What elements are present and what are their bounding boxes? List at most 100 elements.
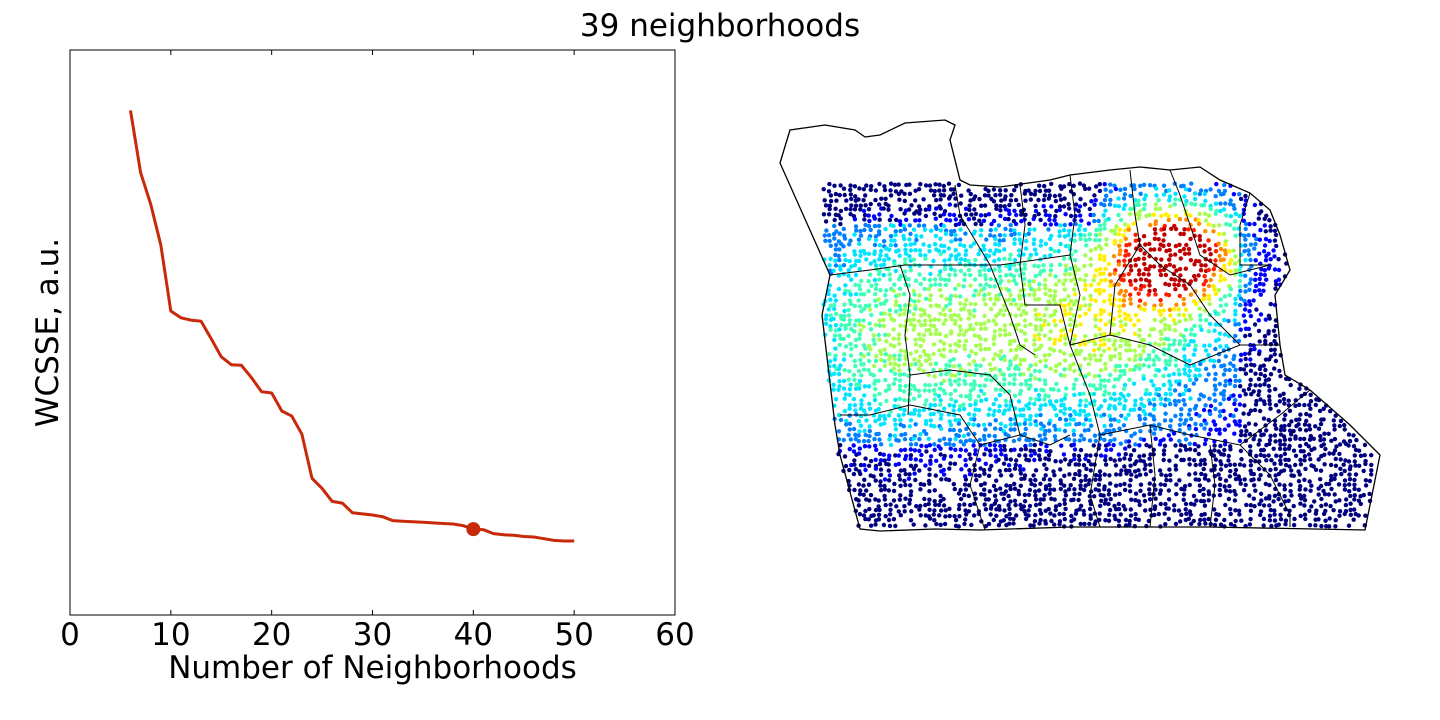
map-point <box>1233 407 1239 412</box>
map-point <box>958 301 963 306</box>
map-point <box>876 407 881 412</box>
map-point <box>942 312 948 318</box>
map-point <box>851 426 857 432</box>
map-point <box>1113 268 1118 273</box>
neighborhood-map <box>779 119 1381 532</box>
map-point <box>947 437 953 442</box>
map-point <box>1252 202 1258 208</box>
map-point <box>1228 511 1233 517</box>
map-point <box>1108 189 1113 194</box>
map-point <box>1252 346 1257 352</box>
map-point <box>987 442 993 448</box>
map-point <box>931 367 936 373</box>
map-point <box>1032 401 1037 407</box>
map-point <box>1082 233 1087 238</box>
map-point <box>1059 333 1064 339</box>
map-point <box>1256 351 1262 357</box>
map-point <box>1128 317 1133 322</box>
map-point <box>891 327 896 332</box>
map-point <box>906 283 911 288</box>
map-point <box>1053 309 1058 314</box>
map-point <box>883 388 889 393</box>
map-point <box>1123 289 1129 294</box>
map-point <box>952 228 957 234</box>
map-point <box>882 184 887 189</box>
map-point <box>1167 262 1172 267</box>
map-point <box>1103 187 1108 192</box>
map-point <box>953 342 958 347</box>
map-point <box>1073 202 1079 207</box>
map-point <box>1282 451 1288 457</box>
map-point <box>956 524 961 529</box>
map-point <box>1068 458 1073 464</box>
map-point <box>1266 417 1271 423</box>
map-point <box>1358 453 1364 458</box>
map-point <box>1052 293 1058 299</box>
map-point <box>931 323 937 329</box>
map-point <box>1222 277 1227 282</box>
map-point <box>1166 347 1171 352</box>
map-point <box>1188 213 1193 218</box>
map-point <box>919 452 924 458</box>
map-point <box>896 509 901 514</box>
map-point <box>1071 442 1077 447</box>
map-point <box>857 332 862 337</box>
map-point <box>1017 296 1022 301</box>
map-point <box>998 356 1004 361</box>
map-point <box>908 456 913 461</box>
map-point <box>1308 406 1313 411</box>
map-point <box>1117 363 1122 369</box>
map-point <box>1086 481 1091 487</box>
map-point <box>1081 463 1087 468</box>
map-point <box>1081 409 1087 414</box>
map-point <box>1167 362 1172 367</box>
map-point <box>1223 354 1228 359</box>
map-point <box>878 422 884 427</box>
map-point <box>1063 489 1068 494</box>
map-point <box>1116 196 1121 201</box>
map-point <box>1328 409 1333 414</box>
map-point <box>903 257 908 262</box>
map-point <box>1008 427 1013 432</box>
map-point <box>1093 184 1099 189</box>
map-point <box>878 248 884 254</box>
map-point <box>1201 499 1207 504</box>
map-point <box>1153 292 1158 297</box>
map-point <box>1057 361 1062 367</box>
map-point <box>1183 507 1188 512</box>
map-point <box>866 463 872 468</box>
map-point <box>1118 319 1124 324</box>
map-point <box>1233 211 1238 216</box>
map-point <box>1196 451 1201 457</box>
map-point <box>1078 236 1083 242</box>
map-point <box>1016 492 1022 497</box>
map-point <box>1282 401 1287 406</box>
map-point <box>1238 384 1243 389</box>
map-point <box>1098 343 1103 348</box>
map-point <box>877 437 882 442</box>
map-point <box>1337 423 1342 429</box>
map-point <box>1181 313 1187 318</box>
map-point <box>1008 359 1013 364</box>
map-point <box>1339 471 1344 477</box>
map-point <box>908 483 913 488</box>
map-point <box>1088 293 1093 299</box>
map-point <box>1004 483 1009 488</box>
map-point <box>1161 382 1167 388</box>
map-point <box>922 227 928 232</box>
map-point <box>1111 316 1116 322</box>
map-point <box>1132 331 1138 336</box>
map-point <box>853 343 858 349</box>
map-point <box>1239 352 1244 357</box>
map-point <box>831 231 837 237</box>
map-point <box>1264 458 1269 463</box>
map-point <box>1181 398 1186 403</box>
map-point <box>1254 453 1259 459</box>
map-point <box>862 444 868 449</box>
map-point <box>927 183 933 188</box>
map-point <box>992 366 998 371</box>
map-point <box>1078 503 1084 508</box>
map-point <box>1343 458 1348 463</box>
map-point <box>1092 202 1097 207</box>
map-point <box>971 314 977 319</box>
